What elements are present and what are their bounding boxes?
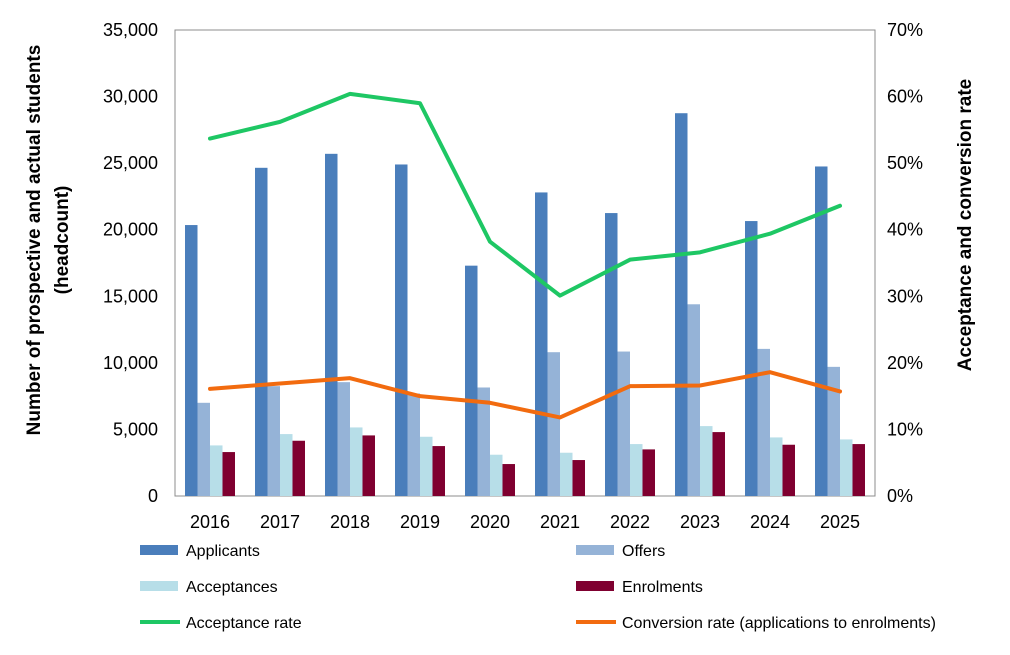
x-axis-tick-label: 2022 (610, 512, 650, 532)
bar-offers (337, 382, 350, 496)
y2-axis-tick-label: 40% (887, 220, 923, 240)
y-axis-title-line1: Number of prospective and actual student… (24, 45, 45, 436)
x-axis-tick-label: 2024 (750, 512, 790, 532)
legend-swatch-enrolments (576, 581, 614, 591)
legend-swatch-acceptances (140, 581, 178, 591)
x-axis-tick-label: 2018 (330, 512, 370, 532)
legend-label: Applicants (186, 543, 260, 560)
legend-label: Offers (622, 543, 665, 560)
bar-acceptances (210, 445, 223, 496)
legend-label: Acceptances (186, 579, 278, 596)
bar-offers (267, 386, 280, 496)
bar-applicants (465, 265, 478, 496)
bar-offers (827, 366, 840, 496)
y-axis-tick-label: 0 (148, 486, 158, 506)
bar-offers (197, 402, 210, 496)
y2-axis-title: Acceptance and conversion rate (955, 79, 976, 372)
y-axis-tick-label: 5,000 (113, 419, 158, 439)
y2-axis-tick-label: 50% (887, 153, 923, 173)
x-axis-tick-label: 2020 (470, 512, 510, 532)
y-axis-tick-label: 20,000 (103, 220, 158, 240)
bar-enrolments (642, 449, 655, 496)
x-axis-tick-label: 2017 (260, 512, 300, 532)
bar-applicants (675, 113, 688, 496)
y2-axis-tick-label: 30% (887, 286, 923, 306)
y-axis-tick-label: 25,000 (103, 153, 158, 173)
bar-offers (407, 393, 420, 496)
legend-label: Enrolments (622, 579, 703, 596)
bar-applicants (605, 213, 618, 497)
bar-enrolments (222, 452, 235, 496)
x-axis-tick-label: 2021 (540, 512, 580, 532)
bar-acceptances (630, 444, 643, 496)
bar-offers (687, 304, 700, 496)
bar-acceptances (420, 436, 433, 496)
bar-enrolments (572, 460, 585, 496)
bar-applicants (325, 153, 338, 496)
bar-acceptances (770, 437, 783, 496)
conversion-rate-line (208, 370, 842, 420)
legend-label: Conversion rate (applications to enrolme… (622, 615, 936, 632)
y-axis-tick-label: 30,000 (103, 87, 158, 107)
y-axis-tick-label: 35,000 (103, 20, 158, 40)
plot-area-border (174, 29, 876, 497)
bar-enrolments (852, 444, 865, 496)
bar-offers (757, 348, 770, 496)
bar-applicants (535, 192, 548, 497)
acceptance-rate-line (208, 91, 842, 298)
y2-axis-tick-label: 20% (887, 353, 923, 373)
bar-enrolments (362, 435, 375, 496)
y-axis-title-line2: (headcount) (52, 186, 73, 295)
bar-acceptances (840, 439, 853, 496)
x-axis-tick-label: 2019 (400, 512, 440, 532)
x-axis-tick-label: 2016 (190, 512, 230, 532)
y2-axis-tick-label: 0% (887, 486, 913, 506)
y-axis-tick-label: 10,000 (103, 353, 158, 373)
bar-applicants (255, 167, 268, 496)
legend-swatch-offers (576, 545, 614, 555)
y2-axis-tick-label: 10% (887, 419, 923, 439)
x-axis-tick-label: 2025 (820, 512, 860, 532)
bar-enrolments (432, 446, 445, 496)
bar-acceptances (700, 426, 713, 496)
bar-acceptances (280, 434, 293, 496)
legend-swatch-applicants (140, 545, 178, 555)
bar-offers (547, 352, 560, 496)
y-axis-tick-label: 15,000 (103, 286, 158, 306)
y2-axis-tick-label: 70% (887, 20, 923, 40)
bar-acceptances (490, 454, 503, 496)
bar-applicants (815, 166, 828, 496)
bar-applicants (395, 164, 408, 496)
bar-enrolments (292, 440, 305, 496)
bar-applicants (745, 221, 758, 496)
bar-enrolments (782, 444, 795, 496)
x-axis-tick-label: 2023 (680, 512, 720, 532)
legend-label: Acceptance rate (186, 615, 302, 632)
bar-applicants (185, 225, 198, 496)
bar-acceptances (560, 452, 573, 496)
bar-offers (617, 351, 630, 496)
bar-enrolments (712, 432, 725, 496)
y2-axis-tick-label: 60% (887, 87, 923, 107)
bar-offers (477, 387, 490, 496)
bar-acceptances (350, 427, 363, 496)
bar-enrolments (502, 464, 515, 496)
